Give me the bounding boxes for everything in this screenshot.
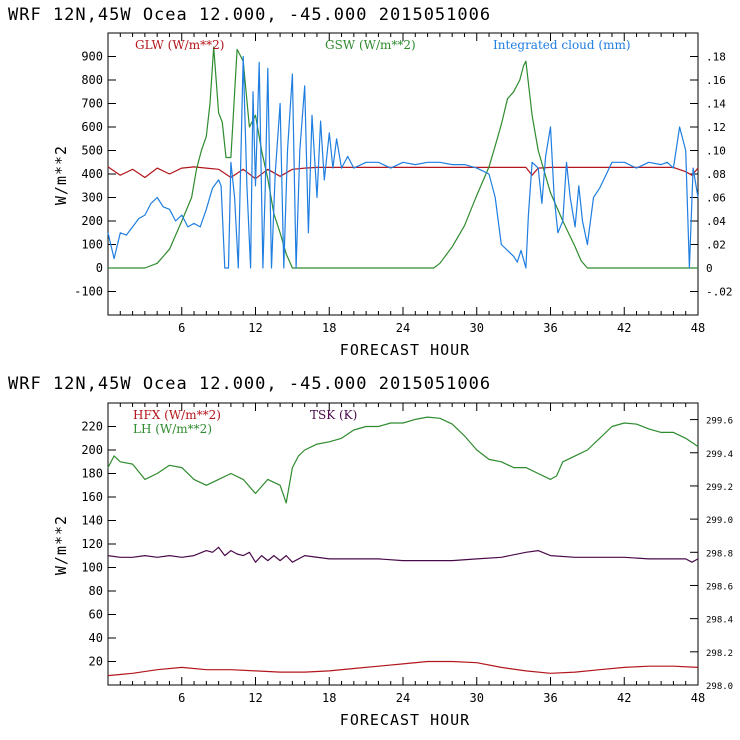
y-tick-label: 200 (81, 443, 103, 457)
chart1-x-axis-label: FORECAST HOUR (340, 341, 470, 359)
y2-tick-label: 0 (706, 262, 713, 275)
chart2-ticks (107, 403, 699, 686)
y2-tick-label: .16 (706, 74, 726, 87)
chart2-series (107, 416, 699, 677)
chart2-y-axis-label: W/m**2 (52, 515, 70, 575)
chart1-header: WRF 12N,45W Ocea 12.000, -45.000 2015051… (8, 5, 491, 25)
chart1-legend-glw: GLW (W/m**2) (135, 38, 224, 52)
chart1-legend-cloud: Integrated cloud (mm) (493, 38, 631, 52)
x-tick-label: 42 (617, 691, 631, 705)
chart2-legend-hfx: HFX (W/m**2) (133, 408, 221, 422)
chart2-y-tick-labels: 220 200 180 160 140 120 100 80 60 40 20 (81, 420, 103, 669)
c2-series-0-line (107, 660, 699, 677)
c1-series-2-line (107, 55, 699, 269)
x-tick-label: 42 (617, 321, 631, 335)
y2-tick-label: 298.0 (706, 682, 733, 692)
y-tick-label: 0 (96, 261, 103, 275)
x-tick-label: 36 (543, 691, 557, 705)
y2-tick-label: 299.2 (706, 483, 733, 493)
y-tick-label: 800 (81, 73, 103, 87)
y-tick-label: 180 (81, 467, 103, 481)
y2-tick-label: -.02 (706, 286, 733, 299)
y-tick-label: 400 (81, 167, 103, 181)
y2-tick-label: .06 (706, 192, 726, 205)
y-tick-label: 100 (81, 238, 103, 252)
y2-tick-label: .02 (706, 239, 726, 252)
chart1-plot-frame (107, 32, 699, 316)
y2-tick-label: .14 (706, 98, 726, 111)
y2-tick-label: .08 (706, 168, 726, 181)
y-tick-label: 700 (81, 97, 103, 111)
y2-tick-label: 298.8 (706, 549, 733, 559)
y2-tick-label: 299.4 (706, 450, 733, 460)
chart1-y-tick-labels: 900 800 700 600 500 400 300 200 100 0 -100 (74, 50, 103, 299)
x-tick-label: 24 (396, 691, 410, 705)
chart2-header: WRF 12N,45W Ocea 12.000, -45.000 2015051… (8, 374, 491, 394)
x-tick-label: 48 (691, 691, 705, 705)
x-tick-label: 30 (470, 691, 484, 705)
y-tick-label: 40 (89, 631, 103, 645)
y2-tick-label: .12 (706, 121, 726, 134)
y-tick-label: 60 (89, 608, 103, 622)
y-tick-label: 600 (81, 120, 103, 134)
chart2-y2-tick-labels: 299.6 299.4 299.2 299.0 298.8 298.6 298.4 298.2… (706, 417, 733, 692)
x-tick-label: 30 (470, 321, 484, 335)
y-tick-label: 120 (81, 537, 103, 551)
y-tick-label: -100 (74, 285, 103, 299)
y2-tick-label: 298.4 (706, 616, 733, 626)
y-tick-label: 160 (81, 490, 103, 504)
y2-tick-label: .04 (706, 215, 726, 228)
y-tick-label: 20 (89, 655, 103, 669)
x-tick-label: 24 (396, 321, 410, 335)
c2-series-2-line (107, 546, 699, 563)
y-tick-label: 220 (81, 420, 103, 434)
y-tick-label: 100 (81, 561, 103, 575)
y-tick-label: 80 (89, 584, 103, 598)
chart2-plot-frame (107, 402, 699, 686)
chart1-series (107, 46, 699, 269)
x-tick-label: 12 (248, 691, 262, 705)
y2-tick-label: 299.0 (706, 516, 733, 526)
chart1-y-axis-label: W/m**2 (52, 145, 70, 205)
y2-tick-label: .10 (706, 145, 726, 158)
x-tick-label: 6 (178, 691, 185, 705)
y-tick-label: 900 (81, 50, 103, 64)
y2-tick-label: 299.6 (706, 417, 733, 427)
chart2-legend-lh: LH (W/m**2) (133, 422, 212, 436)
y-tick-label: 200 (81, 214, 103, 228)
chart1-ticks (107, 33, 699, 315)
x-tick-label: 6 (178, 321, 185, 335)
y-tick-label: 140 (81, 514, 103, 528)
chart2-x-tick-labels: 6 12 18 24 30 36 42 48 (178, 691, 705, 705)
chart1-x-tick-labels: 6 12 18 24 30 36 42 48 (178, 321, 705, 335)
y-tick-label: 500 (81, 144, 103, 158)
y-tick-label: 300 (81, 191, 103, 205)
x-tick-label: 18 (322, 321, 336, 335)
c2-series-1-line (107, 416, 699, 504)
chart1-y2-tick-labels: .18 .16 .14 .12 .10 .08 .06 .04 .02 0 -.02 (706, 51, 733, 299)
chart2-legend-tsk: TSK (K) (310, 408, 357, 422)
x-tick-label: 18 (322, 691, 336, 705)
x-tick-label: 36 (543, 321, 557, 335)
y2-tick-label: 298.6 (706, 582, 733, 592)
x-tick-label: 12 (248, 321, 262, 335)
chart1-legend-gsw: GSW (W/m**2) (325, 38, 416, 52)
c1-series-1-line (108, 46, 698, 269)
x-tick-label: 48 (691, 321, 705, 335)
y2-tick-label: 298.2 (706, 649, 733, 659)
y2-tick-label: .18 (706, 51, 726, 64)
chart2-x-axis-label: FORECAST HOUR (340, 711, 470, 729)
